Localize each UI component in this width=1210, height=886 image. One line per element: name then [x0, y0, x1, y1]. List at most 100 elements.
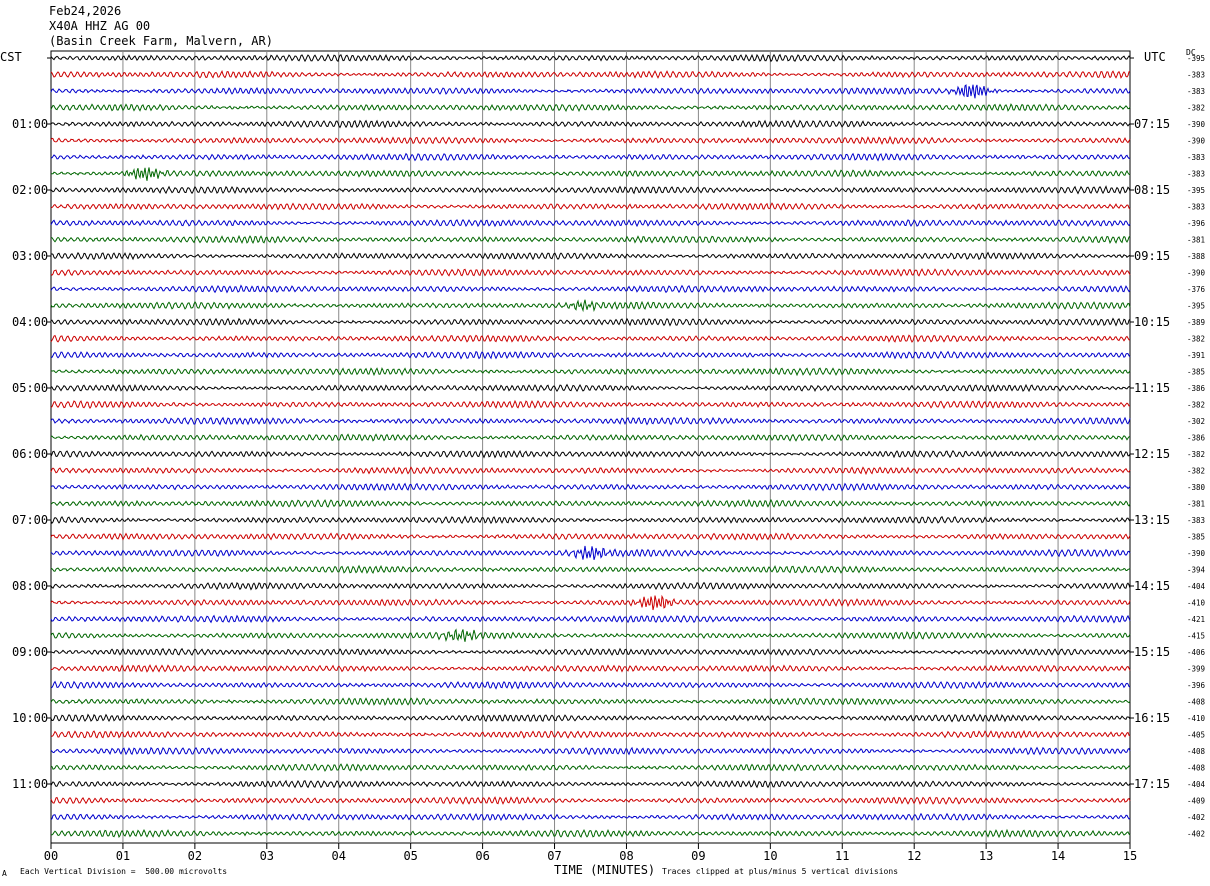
dc-offset-label: -395	[1187, 302, 1205, 311]
header-station: X40A HHZ AG 00	[49, 19, 151, 33]
dc-offset-label: -382	[1187, 467, 1205, 476]
dc-offset-label: -381	[1187, 236, 1205, 245]
right-hour-label: 10:15	[1134, 315, 1170, 329]
dc-offset-label: -408	[1187, 747, 1206, 756]
seismic-trace	[50, 498, 1131, 508]
dc-offset-label: -389	[1187, 318, 1205, 327]
dc-offset-label: -404	[1187, 582, 1206, 591]
seismic-trace	[50, 234, 1131, 245]
x-tick-label: 08	[619, 849, 633, 863]
dc-offset-label: -386	[1187, 384, 1206, 393]
dc-offset-label: -382	[1187, 104, 1205, 113]
dc-offset-label: -391	[1187, 351, 1205, 360]
dc-offset-label: -390	[1187, 269, 1206, 278]
right-hour-label: 15:15	[1134, 645, 1170, 659]
x-tick-label: 15	[1123, 849, 1137, 863]
seismic-trace	[50, 367, 1131, 377]
dc-offset-label: -383	[1187, 170, 1205, 179]
seismic-trace	[50, 70, 1131, 79]
dc-offset-label: -395	[1187, 186, 1205, 195]
seismic-trace	[50, 416, 1131, 426]
dc-offset-label: -408	[1187, 764, 1206, 773]
x-tick-label: 11	[835, 849, 849, 863]
scale-note: Each Vertical Division = 500.00 microvol…	[20, 867, 228, 876]
seismic-trace	[50, 299, 1131, 313]
x-tick-label: 12	[907, 849, 921, 863]
seismic-trace	[50, 628, 1131, 642]
x-tick-label: 13	[979, 849, 993, 863]
seismic-trace	[50, 268, 1131, 277]
x-tick-label: 14	[1051, 849, 1065, 863]
x-tick-label: 03	[260, 849, 274, 863]
seismic-trace	[50, 729, 1131, 739]
seismic-trace	[50, 53, 1131, 63]
right-hour-label: 11:15	[1134, 381, 1170, 395]
dc-offset-label: -383	[1187, 71, 1205, 80]
x-tick-label: 10	[763, 849, 777, 863]
seismic-trace	[50, 350, 1131, 360]
plot-frame	[50, 50, 1131, 844]
dc-offset-label: -390	[1187, 120, 1206, 129]
right-hour-label: 17:15	[1134, 777, 1170, 791]
seismic-trace	[50, 84, 1131, 99]
dc-offset-label: -380	[1187, 483, 1206, 492]
left-hour-label: 09:00	[12, 645, 48, 659]
seismic-trace	[50, 284, 1131, 294]
dc-offset-label: -302	[1187, 417, 1205, 426]
dc-offset-label: -390	[1187, 137, 1206, 146]
dc-offset-label: -406	[1187, 648, 1206, 657]
seismic-trace	[50, 796, 1131, 805]
dc-offset-label: -395	[1187, 54, 1205, 63]
dc-offset-label: -382	[1187, 450, 1205, 459]
seismic-trace	[50, 167, 1131, 181]
dc-offset-label: -385	[1187, 533, 1205, 542]
left-timezone-label: CST	[0, 50, 22, 64]
seismic-trace	[50, 581, 1131, 591]
right-timezone-label: UTC	[1144, 50, 1166, 64]
dc-offset-label: -402	[1187, 830, 1205, 839]
seismic-trace	[50, 383, 1131, 393]
x-tick-label: 05	[403, 849, 417, 863]
dc-offset-label: -415	[1187, 632, 1205, 641]
seismic-trace	[50, 202, 1131, 211]
dc-offset-label: -399	[1187, 665, 1205, 674]
right-hour-label: 12:15	[1134, 447, 1170, 461]
dc-offset-label: -394	[1187, 566, 1206, 575]
dc-offset-label: -390	[1187, 549, 1206, 558]
left-hour-label: 10:00	[12, 711, 48, 725]
seismic-trace	[50, 532, 1131, 541]
seismic-trace	[50, 746, 1131, 756]
dc-offset-label: -383	[1187, 203, 1205, 212]
dc-offset-label: -383	[1187, 516, 1205, 525]
right-hour-label: 09:15	[1134, 249, 1170, 263]
axis-labels: 00 01 02 03 04 05 06 07 08 09 10 11 12 13 14 15 -395 -383…	[12, 54, 1206, 863]
seismic-trace	[50, 433, 1131, 442]
right-hour-label: 16:15	[1134, 711, 1170, 725]
grid	[47, 50, 1134, 849]
x-axis-title: TIME (MINUTES)	[554, 863, 656, 877]
left-hour-label: 07:00	[12, 513, 48, 527]
left-hour-label: 04:00	[12, 315, 48, 329]
right-hour-label: 13:15	[1134, 513, 1170, 527]
seismic-trace	[50, 152, 1131, 162]
seismic-trace	[50, 545, 1131, 560]
header-date: Feb24,2026	[49, 4, 122, 18]
right-hour-label: 14:15	[1134, 579, 1170, 593]
header-location: (Basin Creek Farm, Malvern, AR)	[49, 34, 273, 48]
dc-offset-label: -409	[1187, 797, 1205, 806]
seismic-trace	[50, 680, 1131, 690]
seismic-trace	[50, 317, 1131, 327]
seismic-trace	[50, 103, 1131, 113]
seismic-trace	[50, 713, 1131, 723]
dc-offset-label: -404	[1187, 780, 1206, 789]
seismic-trace	[50, 450, 1131, 459]
left-hour-label: 08:00	[12, 579, 48, 593]
seismic-trace	[50, 812, 1131, 822]
traces	[50, 53, 1131, 839]
dc-offset-label: -383	[1187, 153, 1205, 162]
seismic-trace	[50, 647, 1131, 656]
seismic-trace	[50, 763, 1131, 772]
left-hour-label: 03:00	[12, 249, 48, 263]
right-hour-label: 08:15	[1134, 183, 1170, 197]
